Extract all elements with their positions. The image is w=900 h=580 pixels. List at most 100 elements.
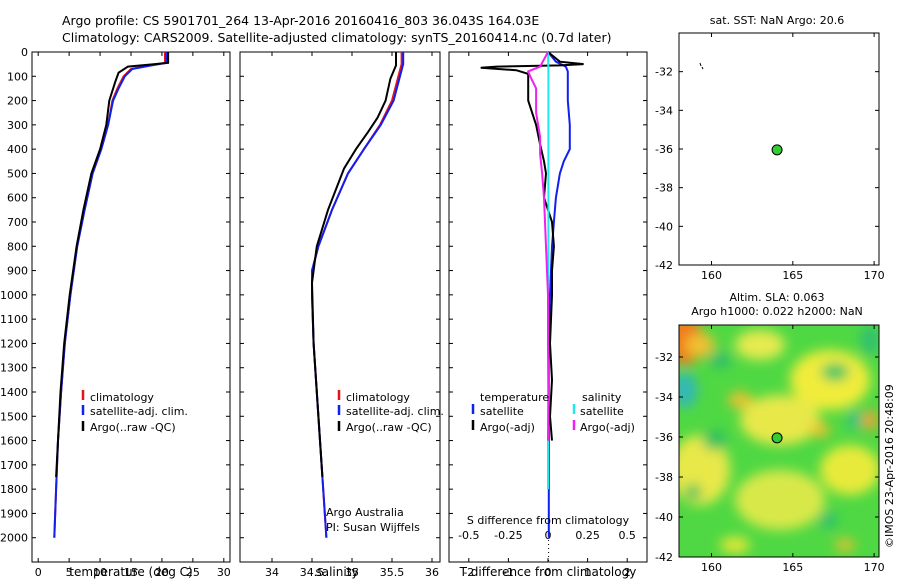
sst-map-panel: sat. SST: NaN Argo: 20.6 160 165 170 -32 -34… (655, 14, 885, 282)
y-tick-label: 1100 (0, 313, 28, 326)
sla-map-panel: Altim. SLA: 0.063 Argo h1000: 0.022 h200… (655, 291, 885, 574)
x-axis-label: temperature (deg C) (69, 565, 192, 579)
legend: climatology satellite-adj. clim. Argo(..… (346, 391, 444, 434)
top-x-tick-label: 0.25 (575, 529, 600, 542)
legend-label: satellite (480, 405, 524, 418)
y-tick-label: -32 (655, 66, 673, 79)
y-tick-label: 1300 (0, 362, 28, 375)
y-tick-label: 100 (7, 70, 28, 83)
legend-label: Argo(-adj) (580, 421, 635, 434)
y-tick-label: 300 (7, 119, 28, 132)
x-tick-label: 0 (545, 566, 552, 579)
y-tick-label: 1500 (0, 410, 28, 423)
legend-label: Argo(..raw -QC) (90, 421, 176, 434)
y-tick-label: 500 (7, 167, 28, 180)
y-tick-label: -34 (655, 104, 673, 117)
float-position-marker (771, 144, 783, 156)
legend-label: satellite-adj. clim. (346, 405, 444, 418)
y-tick-label: -40 (655, 511, 673, 524)
x-tick-label: 30 (217, 566, 231, 579)
x-tick-label: 1 (584, 566, 591, 579)
y-tick-label: -36 (655, 431, 673, 444)
y-tick-label: 900 (7, 265, 28, 278)
map-frame (678, 324, 880, 558)
series-line (311, 52, 405, 538)
y-tick-label: 200 (7, 95, 28, 108)
top-x-tick-label: -0.25 (494, 529, 522, 542)
map-title: sat. SST: NaN Argo: 20.6 (710, 14, 844, 27)
coastline-fragment (699, 62, 704, 70)
y-tick-label: -40 (655, 220, 673, 233)
x-tick-label: 15 (124, 566, 138, 579)
y-tick-label: 1700 (0, 459, 28, 472)
map-title-line-2: Argo h1000: 0.022 h2000: NaN (691, 305, 863, 318)
series-line (311, 52, 403, 538)
x-tick-label: 0 (35, 566, 42, 579)
y-tick-label: -38 (655, 182, 673, 195)
panel-frame (239, 51, 441, 563)
annotation-line-1: Argo Australia (326, 506, 404, 519)
x-tick-label: 160 (701, 561, 722, 574)
y-tick-label: 800 (7, 240, 28, 253)
x-tick-label: 35.5 (380, 566, 405, 579)
y-tick-label: 1900 (0, 507, 28, 520)
legend-label: satellite (580, 405, 624, 418)
y-tick-label: -36 (655, 143, 673, 156)
annotation-line-2: PI: Susan Wijffels (326, 521, 420, 534)
y-tick-label: -42 (655, 551, 673, 564)
series-line (53, 52, 168, 538)
panel-frame (31, 51, 231, 563)
top-axis-label: S difference from climatology (467, 514, 630, 527)
series-line (55, 52, 170, 478)
y-tick-label: 1800 (0, 483, 28, 496)
y-tick-label: 700 (7, 216, 28, 229)
title-line-1: Argo profile: CS 5901701_264 13-Apr-2016… (62, 13, 539, 28)
top-x-tick-label: -0.5 (458, 529, 479, 542)
x-tick-label: 34 (265, 566, 279, 579)
y-tick-label: -32 (655, 351, 673, 364)
legend-label: climatology (90, 391, 154, 404)
y-tick-label: -34 (655, 391, 673, 404)
legend-label: satellite-adj. clim. (90, 405, 188, 418)
x-tick-label: 25 (186, 566, 200, 579)
y-tick-label: 1600 (0, 435, 28, 448)
x-axis-label: salinity (315, 565, 358, 579)
legend-label: Argo(-adj) (480, 421, 535, 434)
y-tick-label: -42 (655, 259, 673, 272)
legend-label: climatology (346, 391, 410, 404)
series-line (526, 51, 550, 441)
x-tick-label: 20 (155, 566, 169, 579)
float-position-marker (771, 432, 783, 444)
title-line-2: Climatology: CARS2009. Satellite-adjuste… (62, 30, 612, 45)
difference-profile-panel: -2 -1 0 1 2-0.5 -0.25 0 0.25 0.5 temperature sat… (448, 51, 648, 579)
x-tick-label: 160 (701, 269, 722, 282)
series-line (480, 51, 584, 441)
x-tick-label: 10 (93, 566, 107, 579)
x-tick-label: 2 (624, 566, 631, 579)
legend-heading: salinity (582, 391, 622, 404)
x-tick-label: -1 (503, 566, 514, 579)
y-tick-label: 1200 (0, 337, 28, 350)
legend-heading: temperature (480, 391, 549, 404)
y-tick-label: 1400 (0, 386, 28, 399)
credit-text: ©IMOS 23-Apr-2016 20:48:09 (883, 384, 896, 548)
y-tick-label: 1000 (0, 289, 28, 302)
x-tick-label: 5 (66, 566, 73, 579)
legend: temperature satellite Argo(-adj) salinit… (480, 391, 635, 434)
y-tick-label: 600 (7, 192, 28, 205)
y-tick-label: 0 (21, 46, 28, 59)
y-tick-label: 400 (7, 143, 28, 156)
top-x-tick-label: 0.5 (618, 529, 636, 542)
legend-label: Argo(..raw -QC) (346, 421, 432, 434)
x-axis-label: T difference from climatology (459, 565, 637, 579)
map-title-line-1: Altim. SLA: 0.063 (729, 291, 824, 304)
x-tick-label: 165 (782, 269, 803, 282)
x-tick-label: 165 (782, 561, 803, 574)
x-tick-label: 34.5 (300, 566, 325, 579)
x-tick-label: 36 (425, 566, 439, 579)
x-tick-label: 170 (864, 269, 885, 282)
legend: climatology satellite-adj. clim. Argo(..… (90, 391, 188, 434)
salinity-profile-panel: 34 34.5 35 35.5 36 climatology satellite-adj… (239, 51, 444, 579)
y-tick-label: 2000 (0, 532, 28, 545)
